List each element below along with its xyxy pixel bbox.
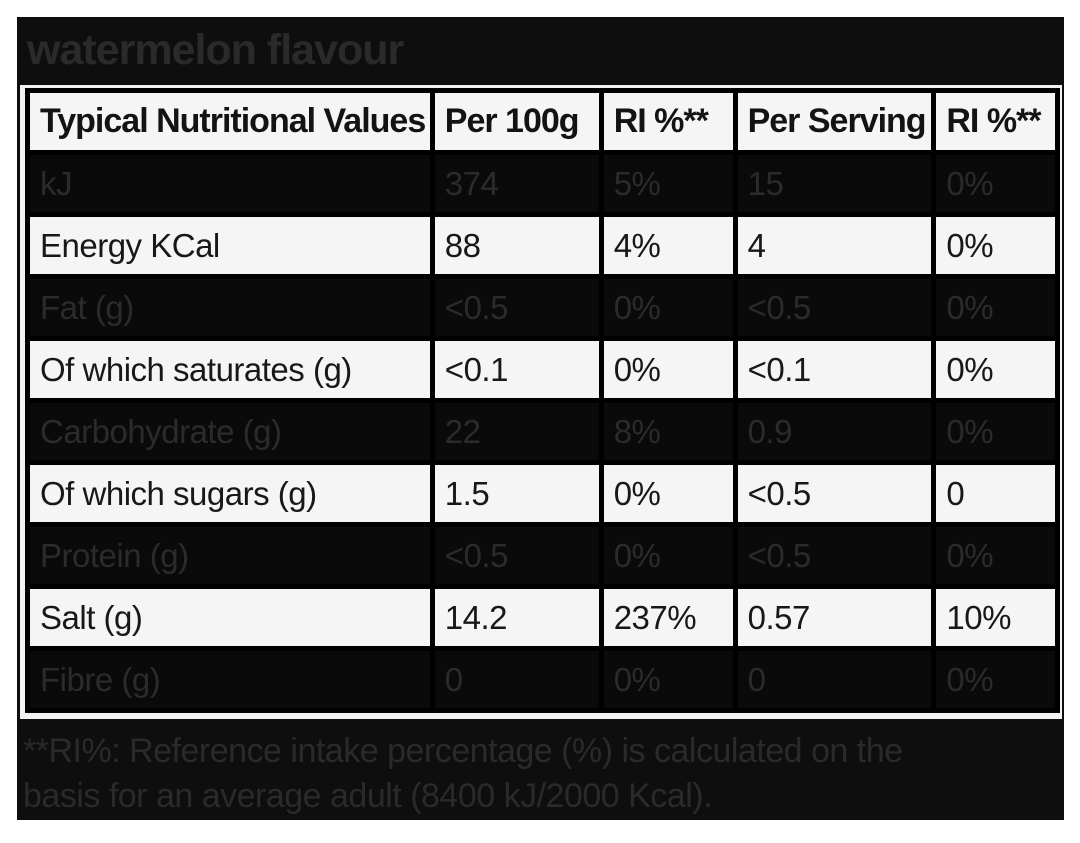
- per-serving-value-cell: 0.9: [732, 398, 937, 465]
- per-100g-value-cell: <0.5: [429, 522, 604, 589]
- table-row-sugars: Of which sugars (g) 1.5 0% <0.5 0: [25, 460, 1060, 527]
- nutrient-label-cell: Fibre (g): [25, 646, 435, 713]
- per-serving-value-cell: 4: [732, 212, 937, 279]
- per-100g-value-cell: <0.1: [429, 336, 604, 403]
- ri-100g-value-cell: 0%: [598, 336, 738, 403]
- nutrient-label-cell: Energy KCal: [25, 212, 435, 279]
- ri-serving-value-cell: 0%: [931, 522, 1060, 589]
- table-row-fat: Fat (g) <0.5 0% <0.5 0%: [25, 274, 1060, 341]
- ri-serving-value-cell: 0%: [931, 212, 1060, 279]
- product-flavour-title: watermelon flavour: [27, 25, 404, 74]
- per-serving-value-cell: 0.57: [732, 584, 937, 651]
- column-header-per-100g: Per 100g: [429, 88, 604, 155]
- ri-100g-value-cell: 0%: [598, 646, 738, 713]
- ri-serving-value-cell: 0%: [931, 398, 1060, 465]
- table-row-fibre: Fibre (g) 0 0% 0 0%: [25, 646, 1060, 713]
- ri-serving-value-cell: 0%: [931, 336, 1060, 403]
- per-100g-value-cell: 1.5: [429, 460, 604, 527]
- nutrient-label-cell: Of which saturates (g): [25, 336, 435, 403]
- table-row-carbohydrate: Carbohydrate (g) 22 8% 0.9 0%: [25, 398, 1060, 465]
- per-serving-value-cell: 0: [732, 646, 937, 713]
- ri-serving-value-cell: 0%: [931, 150, 1060, 217]
- per-serving-value-cell: 15: [732, 150, 937, 217]
- per-serving-value-cell: <0.5: [732, 522, 937, 589]
- ri-serving-value-cell: 0%: [931, 646, 1060, 713]
- nutrient-label-cell: Carbohydrate (g): [25, 398, 435, 465]
- ri-100g-value-cell: 5%: [598, 150, 738, 217]
- nutrition-label-panel: watermelon flavour Typical Nutritional V…: [17, 17, 1064, 820]
- column-header-per-serving: Per Serving: [732, 88, 937, 155]
- footnote-line-1: **RI%: Reference intake percentage (%) i…: [23, 732, 903, 770]
- per-100g-value-cell: 374: [429, 150, 604, 217]
- nutrient-label-cell: Protein (g): [25, 522, 435, 589]
- ri-100g-value-cell: 237%: [598, 584, 738, 651]
- ri-100g-value-cell: 4%: [598, 212, 738, 279]
- ri-serving-value-cell: 10%: [931, 584, 1060, 651]
- ri-100g-value-cell: 8%: [598, 398, 738, 465]
- table-row-kj: kJ 374 5% 15 0%: [25, 150, 1060, 217]
- column-header-ri-serving: RI %**: [931, 88, 1060, 155]
- column-header-ri-100g: RI %**: [598, 88, 738, 155]
- table-row-salt: Salt (g) 14.2 237% 0.57 10%: [25, 584, 1060, 651]
- table-row-saturates: Of which saturates (g) <0.1 0% <0.1 0%: [25, 336, 1060, 403]
- nutrient-label-cell: Of which sugars (g): [25, 460, 435, 527]
- column-header-nutrient: Typical Nutritional Values: [25, 88, 435, 155]
- table-header-row: Typical Nutritional Values Per 100g RI %…: [25, 88, 1060, 155]
- ri-100g-value-cell: 0%: [598, 460, 738, 527]
- table-row-energy-kcal: Energy KCal 88 4% 4 0%: [25, 212, 1060, 279]
- per-serving-value-cell: <0.5: [732, 460, 937, 527]
- nutrient-label-cell: Salt (g): [25, 584, 435, 651]
- nutrient-label-cell: Fat (g): [25, 274, 435, 341]
- per-serving-value-cell: <0.5: [732, 274, 937, 341]
- nutrition-table: Typical Nutritional Values Per 100g RI %…: [25, 88, 1060, 713]
- ri-100g-value-cell: 0%: [598, 274, 738, 341]
- nutrition-table-backing: Typical Nutritional Values Per 100g RI %…: [20, 85, 1062, 719]
- per-100g-value-cell: 0: [429, 646, 604, 713]
- table-row-protein: Protein (g) <0.5 0% <0.5 0%: [25, 522, 1060, 589]
- per-100g-value-cell: 22: [429, 398, 604, 465]
- ri-serving-value-cell: 0: [931, 460, 1060, 527]
- ri-100g-value-cell: 0%: [598, 522, 738, 589]
- footnote-line-2: basis for an average adult (8400 kJ/2000…: [23, 777, 713, 815]
- per-serving-value-cell: <0.1: [732, 336, 937, 403]
- per-100g-value-cell: 14.2: [429, 584, 604, 651]
- ri-serving-value-cell: 0%: [931, 274, 1060, 341]
- nutrient-label-cell: kJ: [25, 150, 435, 217]
- per-100g-value-cell: 88: [429, 212, 604, 279]
- reference-intake-footnote: **RI%: Reference intake percentage (%) i…: [23, 729, 1060, 819]
- per-100g-value-cell: <0.5: [429, 274, 604, 341]
